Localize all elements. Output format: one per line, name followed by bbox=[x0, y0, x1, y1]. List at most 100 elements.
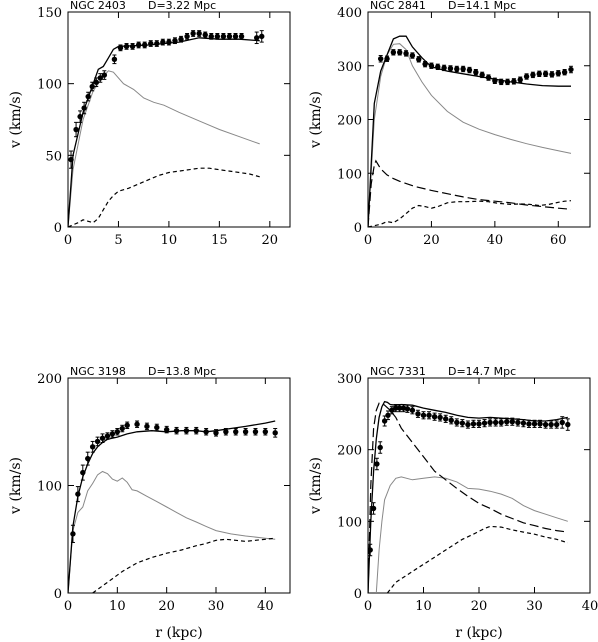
observed-point bbox=[70, 531, 76, 537]
observed-point bbox=[416, 56, 422, 62]
observed-point bbox=[99, 435, 106, 441]
observed-point bbox=[428, 63, 435, 69]
observed-point bbox=[498, 79, 504, 85]
observed-point bbox=[242, 429, 249, 435]
x-tick-label: 30 bbox=[526, 599, 543, 614]
observed-point bbox=[426, 412, 432, 418]
observed-point bbox=[114, 429, 121, 435]
observed-point bbox=[542, 421, 549, 428]
observed-point bbox=[466, 67, 473, 73]
observed-point bbox=[542, 71, 549, 77]
plot-frame bbox=[67, 11, 291, 228]
observed-point bbox=[75, 491, 81, 497]
bulge-model-curve bbox=[368, 159, 572, 227]
curve-group bbox=[368, 400, 568, 593]
gas-model-curve bbox=[368, 200, 572, 227]
observed-point bbox=[549, 71, 555, 78]
observed-point bbox=[422, 61, 428, 67]
observed-point bbox=[443, 416, 449, 422]
y-axis-label: v (km/s) bbox=[308, 91, 324, 149]
observed-point bbox=[109, 431, 116, 437]
observed-point bbox=[233, 429, 239, 435]
observed-point bbox=[479, 72, 485, 78]
x-tick-label: 5 bbox=[114, 233, 122, 248]
plot-frame bbox=[67, 377, 291, 594]
observed-point bbox=[193, 427, 199, 434]
observed-point bbox=[89, 444, 96, 450]
observed-point bbox=[141, 42, 148, 48]
observed-point bbox=[101, 72, 108, 78]
observed-point bbox=[111, 56, 118, 62]
observed-point bbox=[447, 65, 454, 72]
panel-title: NGC 2841 bbox=[370, 0, 426, 12]
x-tick-label: 40 bbox=[487, 233, 504, 248]
observed-point bbox=[568, 66, 574, 73]
observed-point bbox=[220, 33, 227, 40]
observed-point bbox=[431, 414, 438, 420]
x-tick-label: 20 bbox=[262, 233, 279, 248]
observed-point bbox=[119, 425, 125, 432]
observed-point bbox=[160, 39, 166, 45]
observed-point bbox=[385, 412, 391, 418]
observed-point bbox=[262, 429, 269, 435]
observed-point bbox=[190, 30, 196, 37]
observed-point bbox=[448, 417, 454, 423]
panel-distance: D=14.1 Mpc bbox=[448, 0, 516, 12]
observed-point bbox=[531, 421, 538, 427]
observed-point bbox=[272, 430, 278, 436]
observed-point bbox=[470, 421, 477, 427]
panel-distance: D=3.22 Mpc bbox=[148, 0, 216, 12]
observed-point bbox=[473, 69, 479, 75]
observed-point bbox=[148, 40, 154, 47]
observed-point bbox=[485, 74, 492, 81]
curve-group bbox=[368, 35, 572, 227]
observed-point bbox=[384, 56, 390, 62]
observed-point bbox=[409, 52, 416, 59]
bulge-model-curve bbox=[368, 402, 568, 593]
observed-point bbox=[123, 43, 130, 50]
observed-point bbox=[117, 45, 124, 51]
observed-point bbox=[523, 73, 530, 80]
observed-point bbox=[154, 424, 160, 431]
y-tick-label: 200 bbox=[337, 444, 362, 459]
observed-point bbox=[232, 33, 239, 40]
observed-point bbox=[409, 407, 416, 413]
observed-point bbox=[202, 32, 208, 38]
panel-ngc-3198: 0 10 20 30 40 0 100 200 NGC 3198 D=13.8 Mpc v (km/… bbox=[8, 365, 291, 641]
observed-point bbox=[226, 33, 233, 40]
observed-point bbox=[166, 39, 172, 45]
y-tick-label: 200 bbox=[337, 114, 362, 129]
panel-distance: D=14.7 Mpc bbox=[448, 365, 516, 378]
observed-point bbox=[154, 40, 160, 47]
y-tick-label: 300 bbox=[337, 60, 362, 75]
y-tick-label: 0 bbox=[54, 587, 62, 602]
observed-point bbox=[85, 455, 91, 462]
panel-distance: D=13.8 Mpc bbox=[148, 365, 216, 378]
observed-point bbox=[441, 65, 447, 71]
curve-group bbox=[68, 37, 260, 227]
observed-point bbox=[77, 113, 83, 120]
observed-point bbox=[559, 419, 565, 426]
observed-point bbox=[548, 421, 554, 428]
observed-point bbox=[504, 419, 510, 425]
observed-point bbox=[213, 430, 219, 436]
y-tick-label: 150 bbox=[37, 6, 62, 21]
observed-point bbox=[403, 50, 409, 57]
observed-point bbox=[437, 414, 443, 421]
observed-point bbox=[97, 75, 103, 81]
x-tick-label: 0 bbox=[364, 599, 372, 614]
observed-point bbox=[144, 423, 150, 430]
y-tick-label: 100 bbox=[337, 515, 362, 530]
observed-point bbox=[203, 429, 209, 435]
observed-point bbox=[367, 547, 373, 553]
observed-point bbox=[536, 71, 542, 77]
x-tick-label: 40 bbox=[257, 599, 274, 614]
observed-point bbox=[68, 156, 74, 163]
observed-point bbox=[565, 421, 571, 428]
observed-point bbox=[526, 421, 532, 427]
observed-point bbox=[554, 421, 560, 428]
observed-point bbox=[520, 420, 527, 426]
y-axis-label: v (km/s) bbox=[8, 457, 24, 515]
observed-point bbox=[89, 83, 95, 90]
observed-point bbox=[492, 78, 498, 84]
